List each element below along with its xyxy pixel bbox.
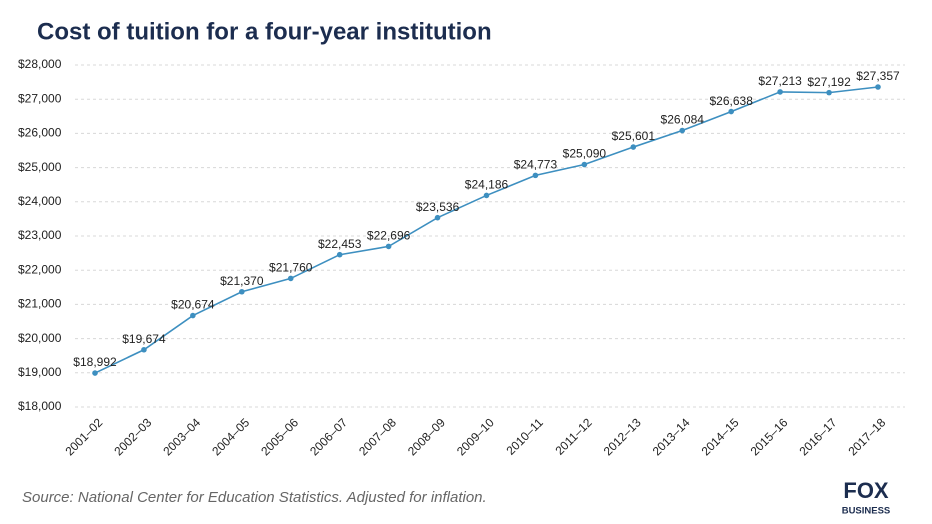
x-tick-label: 2003–04 bbox=[160, 415, 203, 458]
data-point bbox=[92, 370, 98, 376]
data-point bbox=[777, 89, 783, 95]
data-label: $25,090 bbox=[563, 147, 607, 161]
data-point bbox=[826, 89, 832, 96]
y-tick-label: $20,000 bbox=[18, 331, 62, 345]
data-label: $26,084 bbox=[661, 113, 705, 127]
y-tick-label: $28,000 bbox=[18, 57, 62, 71]
data-label: $19,674 bbox=[122, 332, 166, 346]
data-point bbox=[239, 288, 245, 295]
x-tick-label: 2006–07 bbox=[307, 415, 350, 458]
data-label: $21,760 bbox=[269, 261, 313, 275]
data-point bbox=[679, 127, 686, 134]
chart-title: Cost of tuition for a four-year institut… bbox=[37, 18, 492, 45]
data-label: $22,453 bbox=[318, 237, 362, 251]
data-line bbox=[94, 86, 879, 374]
y-tick-label: $21,000 bbox=[18, 297, 62, 311]
data-label: $27,192 bbox=[807, 75, 851, 89]
data-point bbox=[141, 346, 147, 353]
x-tick-label: 2004–05 bbox=[209, 415, 252, 458]
data-label: $22,696 bbox=[367, 229, 411, 243]
x-tick-label: 2008–09 bbox=[405, 415, 448, 458]
y-tick-label: $26,000 bbox=[18, 126, 62, 140]
data-point bbox=[287, 275, 294, 282]
data-label: $23,536 bbox=[416, 200, 460, 214]
y-tick-label: $23,000 bbox=[18, 228, 62, 242]
x-tick-label: 2014–15 bbox=[699, 415, 742, 458]
y-tick-label: $19,000 bbox=[18, 365, 62, 379]
x-tick-label: 2009–10 bbox=[454, 415, 497, 458]
x-tick-label: 2016–17 bbox=[796, 415, 839, 458]
x-tick-label: 2015–16 bbox=[748, 415, 791, 458]
y-tick-label: $18,000 bbox=[18, 399, 62, 413]
data-label: $20,674 bbox=[171, 298, 215, 312]
source-note: Source: National Center for Education St… bbox=[22, 489, 487, 506]
y-tick-label: $25,000 bbox=[18, 160, 62, 174]
x-tick-label: 2005–06 bbox=[258, 415, 301, 458]
data-point bbox=[336, 251, 343, 258]
data-label: $18,992 bbox=[73, 355, 117, 369]
data-label: $27,357 bbox=[856, 69, 900, 83]
data-point bbox=[483, 192, 490, 199]
data-point bbox=[581, 161, 588, 168]
x-tick-label: 2001–02 bbox=[62, 415, 105, 458]
data-label: $27,213 bbox=[758, 74, 802, 88]
x-tick-label: 2017–18 bbox=[845, 415, 888, 458]
logo-box bbox=[828, 480, 904, 516]
x-tick-label: 2002–03 bbox=[111, 415, 154, 458]
data-label: $24,186 bbox=[465, 178, 509, 192]
data-point bbox=[728, 108, 734, 115]
data-point bbox=[875, 84, 881, 90]
y-tick-label: $24,000 bbox=[18, 194, 62, 208]
x-tick-label: 2011–12 bbox=[552, 415, 595, 458]
x-tick-label: 2010–11 bbox=[503, 415, 546, 458]
data-point bbox=[532, 172, 539, 179]
data-label: $21,370 bbox=[220, 274, 264, 288]
logo-top: FOX bbox=[843, 478, 889, 503]
y-tick-label: $27,000 bbox=[18, 91, 62, 105]
data-label: $24,773 bbox=[514, 158, 558, 172]
data-point bbox=[385, 243, 392, 250]
y-tick-label: $22,000 bbox=[18, 262, 62, 276]
x-tick-label: 2012–13 bbox=[601, 415, 644, 458]
data-label: $25,601 bbox=[612, 129, 656, 143]
data-point bbox=[190, 312, 196, 319]
logo-bottom: BUSINESS bbox=[842, 506, 891, 517]
data-point bbox=[434, 214, 441, 221]
data-label: $26,638 bbox=[709, 94, 753, 108]
data-point bbox=[630, 144, 637, 150]
x-tick-label: 2007–08 bbox=[356, 415, 399, 458]
x-tick-label: 2013–14 bbox=[650, 415, 693, 458]
